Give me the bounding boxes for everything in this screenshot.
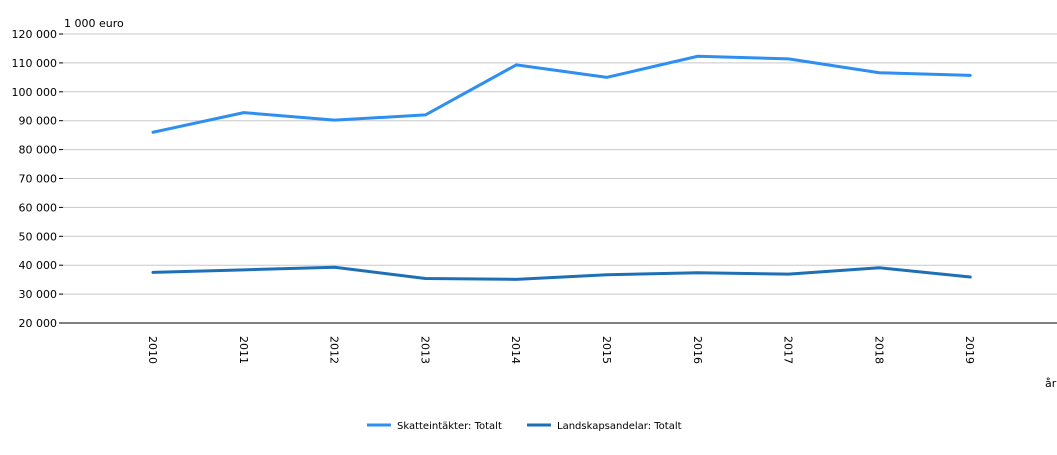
x-tick-label: 2019: [963, 336, 976, 364]
x-tick-label: 2013: [418, 336, 431, 364]
y-tick-label: 80 000: [19, 144, 58, 157]
x-tick-label: 2014: [509, 336, 522, 364]
y-tick-label: 70 000: [19, 173, 58, 186]
y-tick-label: 60 000: [19, 201, 58, 214]
series-lines: [151, 54, 972, 281]
y-tick-label: 40 000: [19, 259, 58, 272]
legend-label: Landskapsandelar: Totalt: [557, 421, 682, 432]
series-line-2: [151, 265, 972, 281]
y-tick-label: 20 000: [19, 317, 58, 330]
y-tick-label: 100 000: [12, 86, 58, 99]
x-tick-label: 2012: [328, 336, 341, 364]
grid-lines: [63, 33, 1057, 324]
x-tick-label: 2011: [237, 336, 250, 364]
x-tick-label: 2016: [691, 336, 704, 364]
x-axis-ticks: 2010 2011 2012 2013 2014 2015 2016 2017 2018 2019: [146, 336, 976, 364]
legend: Skatteintäkter: Totalt Landskapsandelar: …: [367, 421, 682, 432]
y-tick-label: 110 000: [12, 57, 58, 70]
x-tick-label: 2018: [872, 336, 885, 364]
y-tick-label: 120 000: [12, 28, 58, 41]
x-axis-label: år: [1045, 377, 1057, 390]
y-tick-label: 30 000: [19, 288, 58, 301]
y-unit-label: 1 000 euro: [64, 17, 124, 30]
x-tick-label: 2010: [146, 336, 159, 364]
x-tick-label: 2017: [782, 336, 795, 364]
y-tick-label: 50 000: [19, 230, 58, 243]
legend-label: Skatteintäkter: Totalt: [397, 421, 502, 432]
series-line-1: [151, 54, 972, 134]
y-axis-ticks: 20 000 30 000 40 000 50 000 60 000 70 000 80 0…: [12, 28, 63, 330]
x-tick-label: 2015: [600, 336, 613, 364]
y-tick-label: 90 000: [19, 115, 58, 128]
